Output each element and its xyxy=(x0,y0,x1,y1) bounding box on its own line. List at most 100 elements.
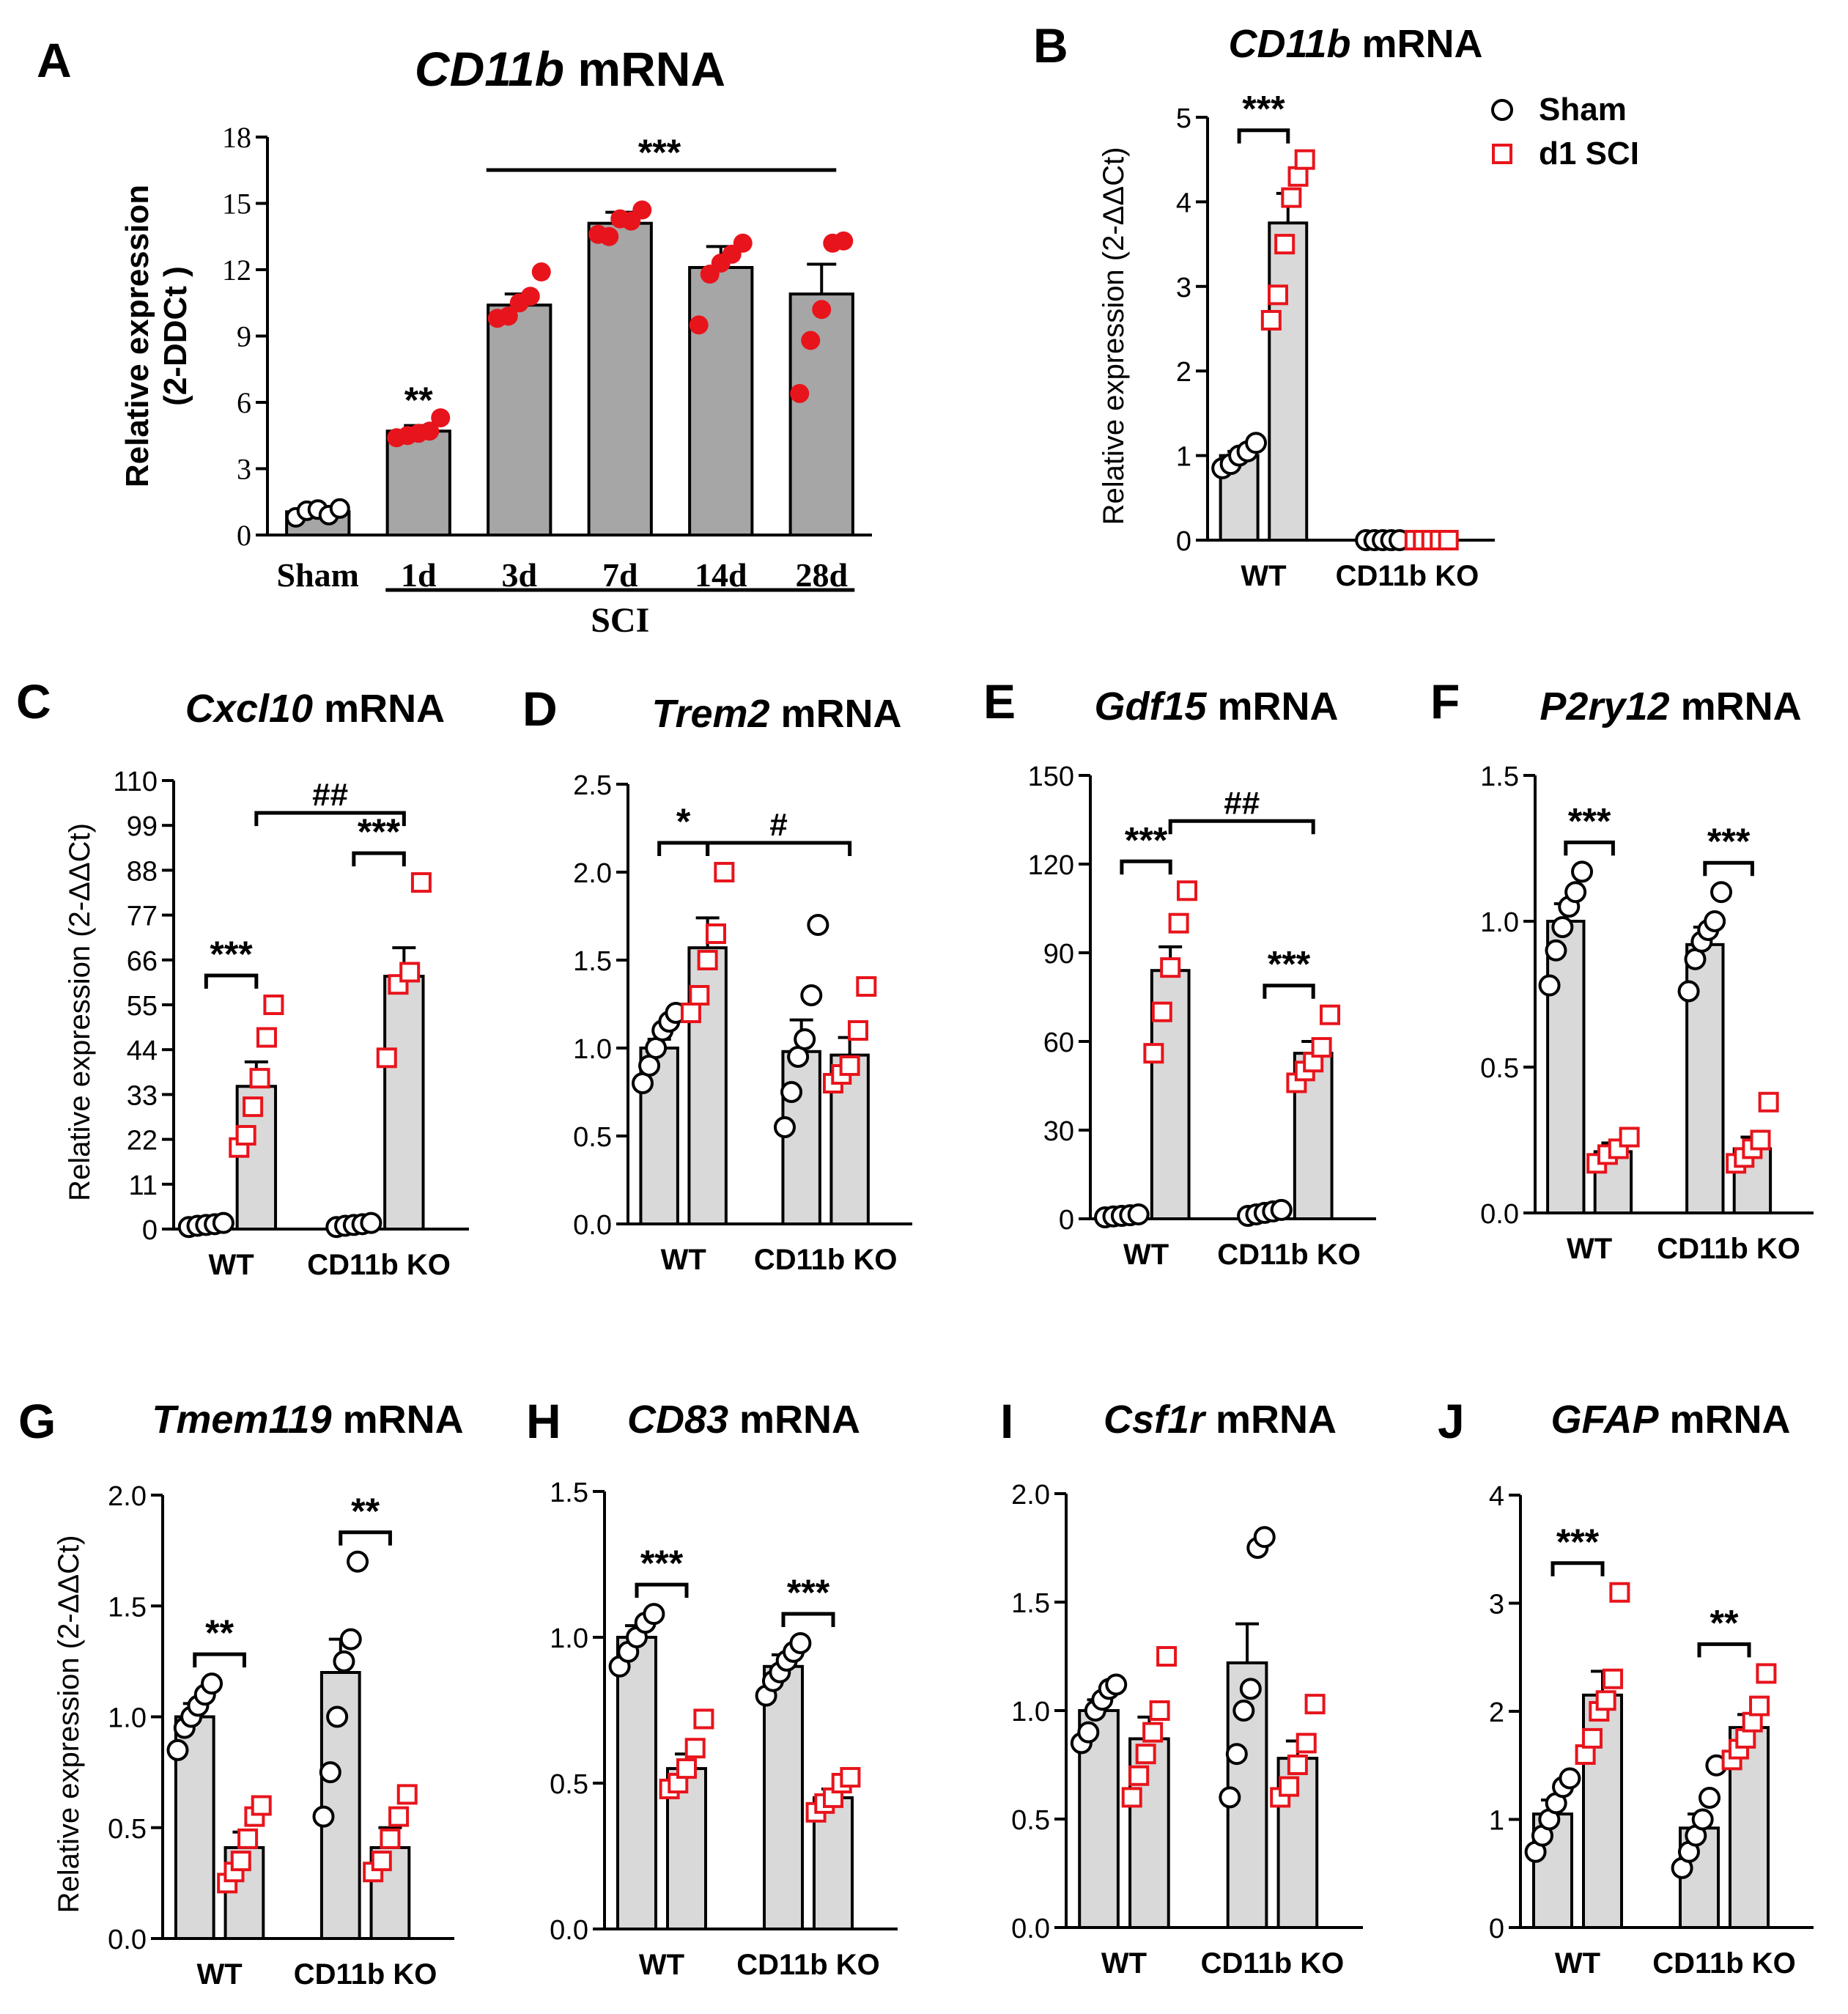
x-tick-label: CD11b KO xyxy=(736,1949,880,1981)
y-tick-label: 1 xyxy=(1176,442,1191,473)
significance-label: *** xyxy=(1556,1521,1600,1563)
y-tick-label: 30 xyxy=(1043,1116,1074,1147)
data-point-sci xyxy=(1581,1727,1603,1749)
data-point-sci xyxy=(790,383,810,403)
y-tick-label: 1.0 xyxy=(1480,907,1519,938)
y-tick-label: 0 xyxy=(1176,526,1191,557)
data-point-sci xyxy=(498,306,518,326)
data-point-sci xyxy=(839,1055,860,1076)
title-suffix: mRNA xyxy=(332,1398,464,1442)
data-point-sci xyxy=(1281,187,1302,208)
data-point-sci xyxy=(230,1851,251,1872)
data-point-sci xyxy=(410,872,432,893)
significance-bracket xyxy=(1697,1642,1751,1658)
y-tick-label: 2.0 xyxy=(1011,1480,1050,1510)
y-tick-label: 3 xyxy=(1489,1590,1504,1620)
data-point-sci xyxy=(1121,1787,1142,1808)
significance-bracket xyxy=(657,841,710,856)
data-point-sci xyxy=(684,1738,706,1759)
significance-label: *** xyxy=(638,132,681,173)
y-tick-label: 1 xyxy=(1489,1806,1504,1837)
data-point-sci xyxy=(1758,1091,1779,1113)
y-tick-label: 0 xyxy=(142,1215,158,1246)
chart-title: CD11b mRNA xyxy=(1228,22,1482,66)
data-point-sci xyxy=(834,231,854,251)
y-tick-label: 88 xyxy=(127,856,158,887)
x-tick-label: WT xyxy=(1567,1233,1612,1265)
data-point-sham xyxy=(166,1738,189,1761)
bar xyxy=(1729,1726,1770,1929)
significance-label: *** xyxy=(358,811,401,852)
y-tick-label: 11 xyxy=(129,1170,158,1201)
data-point-sci xyxy=(689,985,710,1006)
y-tick-label: 0.0 xyxy=(550,1915,588,1946)
bar xyxy=(781,1050,821,1226)
data-point-sci xyxy=(249,1068,270,1089)
data-point-sci xyxy=(1750,1129,1771,1151)
significance-bracket xyxy=(193,1652,246,1668)
y-tick-label: 99 xyxy=(127,811,158,842)
title-suffix: mRNA xyxy=(1659,1398,1791,1442)
data-point-sham xyxy=(1077,1721,1100,1744)
panel-letter: D xyxy=(522,682,558,736)
y-axis-label: Relative expression (2-ΔΔCt) xyxy=(53,1535,85,1914)
chart-title: Cxcl10 mRNA xyxy=(185,687,445,731)
panel-h: H CD83 mRNA 0.0 0.5 1.0 1.5 WT CD11b KO *** *** xyxy=(526,1394,898,1981)
significance-bracket xyxy=(352,851,406,867)
chart-title: Trem2 mRNA xyxy=(651,692,901,736)
data-point-sham xyxy=(1551,915,1574,938)
data-point-sci xyxy=(1287,166,1309,187)
y-tick-label: 150 xyxy=(1028,761,1074,792)
y-tick-label: 1.5 xyxy=(1480,761,1519,792)
bar xyxy=(1128,1737,1170,1929)
bar xyxy=(385,429,451,537)
panel-letter: H xyxy=(526,1394,561,1448)
data-point-sci xyxy=(1304,1694,1326,1715)
y-tick-label: 0.0 xyxy=(1480,1199,1519,1230)
data-point-sham xyxy=(1677,980,1700,1003)
panel-letter: A xyxy=(37,33,72,87)
data-point-sham xyxy=(347,1550,369,1573)
y-axis-label: Relative expression (2-ΔΔCt) xyxy=(1098,147,1130,525)
panel-d: D Trem2 mRNA 0.0 0.5 1.0 1.5 2.0 2.5 WT CD11b KO *… xyxy=(522,682,912,1276)
data-point-sham xyxy=(1691,1808,1714,1831)
data-point-sham xyxy=(1710,881,1733,904)
title-suffix: mRNA xyxy=(564,42,725,96)
y-axis-label: Relative expression (2-ΔΔCt) xyxy=(64,823,96,1201)
y-tick-label: 4 xyxy=(1489,1481,1504,1512)
data-point-sham xyxy=(329,498,350,519)
significance-bracket xyxy=(781,1612,835,1627)
x-tick-label: WT xyxy=(1101,1947,1147,1980)
y-tick-label: 55 xyxy=(127,991,158,1022)
significance-bracket xyxy=(1564,840,1615,856)
x-tick-label: 3d xyxy=(501,556,537,594)
data-point-sci xyxy=(733,233,753,253)
significance-label: ## xyxy=(312,777,348,813)
y-tick-label: 2 xyxy=(1489,1697,1504,1728)
data-point-sci xyxy=(680,1003,701,1023)
y-tick-label: 0.5 xyxy=(573,1122,612,1153)
significance-label: ** xyxy=(404,380,433,421)
x-tick-label: CD11b KO xyxy=(307,1249,451,1281)
data-point-sci xyxy=(599,226,619,246)
chart-title: CD11b mRNA xyxy=(415,42,725,96)
y-tick-label: 4 xyxy=(1176,188,1191,218)
y-tick-label: 0.5 xyxy=(550,1769,588,1800)
y-tick-label: 77 xyxy=(127,901,158,932)
bar xyxy=(587,221,653,536)
significance-label: *** xyxy=(1242,89,1285,130)
panel-g: G Tmem119 mRNA 0.0 0.5 1.0 1.5 2.0 Relative exp… xyxy=(18,1394,464,1991)
panel-letter: F xyxy=(1430,674,1460,728)
title-gene: CD11b xyxy=(1228,22,1350,66)
y-tick-label: 0 xyxy=(237,519,251,552)
title-suffix: mRNA xyxy=(1351,22,1483,66)
y-tick-label: 0.5 xyxy=(1480,1053,1519,1084)
bar xyxy=(1546,920,1586,1214)
y-tick-label: 3 xyxy=(1176,273,1191,303)
data-point-sci xyxy=(1603,1668,1624,1689)
y-tick-label: 1.0 xyxy=(1011,1697,1050,1727)
data-point-sham xyxy=(1538,974,1561,997)
data-point-sci xyxy=(1595,1690,1616,1711)
bar xyxy=(487,303,552,536)
chart-title: CD83 mRNA xyxy=(627,1398,860,1442)
